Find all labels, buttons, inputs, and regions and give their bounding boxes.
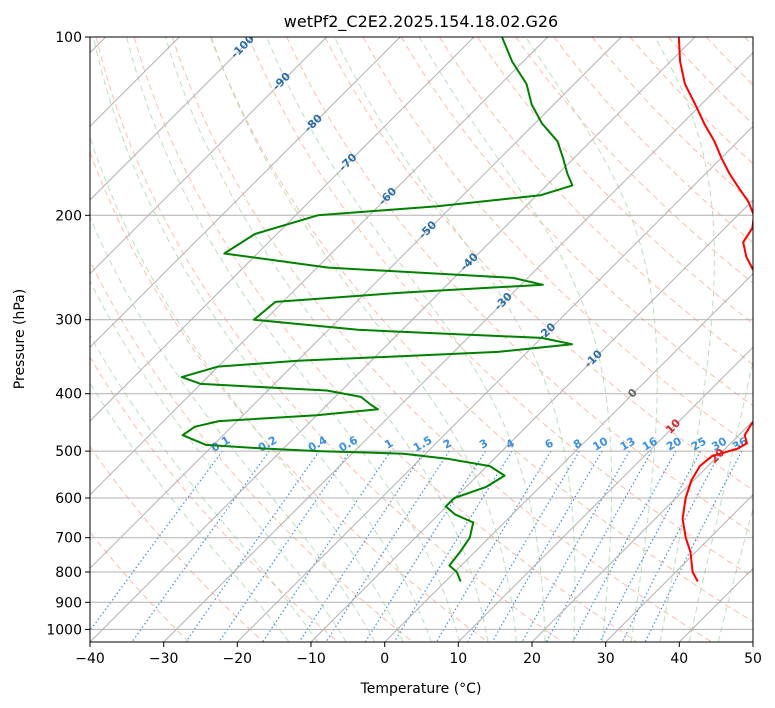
isotherm xyxy=(90,37,328,275)
isotherm xyxy=(310,199,753,642)
isotherm xyxy=(163,51,753,642)
mixing-ratio-line xyxy=(521,450,631,642)
y-tick-label: 400 xyxy=(55,387,82,403)
y-tick-label: 100 xyxy=(55,30,82,46)
moist-adiabat xyxy=(688,358,753,642)
x-tick-label: −30 xyxy=(149,651,179,667)
isotherm xyxy=(236,125,753,642)
plot-frame xyxy=(89,36,754,643)
x-tick-label: 50 xyxy=(744,651,762,667)
series-lines xyxy=(180,37,753,582)
y-tick-label: 800 xyxy=(55,565,82,581)
x-tick-label: −40 xyxy=(75,651,105,667)
isotherm xyxy=(605,493,753,642)
isotherm xyxy=(90,37,254,201)
dry-adiabat xyxy=(286,37,753,534)
moist-adiabat xyxy=(210,37,517,642)
dry-adiabat xyxy=(90,531,190,642)
mixing-ratio-line xyxy=(218,450,351,642)
dry-adiabat xyxy=(171,37,712,642)
x-tick-label: −10 xyxy=(296,651,326,667)
dry-adiabat xyxy=(210,37,753,623)
x-tick-label: 20 xyxy=(523,651,541,667)
y-tick-label: 600 xyxy=(55,491,82,507)
moist-adiabat xyxy=(334,37,576,642)
isotherms xyxy=(90,37,753,642)
mixing-ratio-line xyxy=(621,450,722,642)
moist-adiabat xyxy=(126,37,461,642)
moist-adiabat xyxy=(654,37,715,642)
x-tick-label: −20 xyxy=(223,651,253,667)
mixing-ratio-line xyxy=(572,450,677,642)
moist-adiabat xyxy=(90,334,319,642)
isotherm xyxy=(531,420,753,642)
isotherm xyxy=(457,346,753,642)
dry-adiabat xyxy=(400,37,753,407)
x-tick-label: 40 xyxy=(670,651,688,667)
moist-adiabat xyxy=(90,382,290,642)
plot-background xyxy=(90,37,753,642)
y-tick-label: 700 xyxy=(55,531,82,547)
isotherm xyxy=(90,37,549,496)
dry-adiabat xyxy=(248,37,753,578)
y-tick-label: 1000 xyxy=(46,622,82,638)
moist-adiabat xyxy=(90,135,404,642)
isotherm xyxy=(384,272,753,642)
dry-adiabat xyxy=(438,37,753,366)
mixing-ratio-line xyxy=(491,450,603,642)
moist-adiabat xyxy=(525,37,658,642)
y-axis-title: Pressure (hPa) xyxy=(12,289,28,389)
dry-adiabat xyxy=(90,445,264,642)
moist-adiabat xyxy=(92,37,432,642)
moist-adiabat xyxy=(418,37,613,642)
temperature-profile-line xyxy=(677,37,753,582)
dewpoint-profile-line xyxy=(180,37,574,582)
isotherm xyxy=(90,37,475,422)
isotherm xyxy=(90,37,401,349)
x-axis: −40 −30 −20 −10 0 10 20 30 40 50 xyxy=(75,642,762,667)
y-tick-label: 500 xyxy=(55,444,82,460)
moist-adiabat xyxy=(90,215,376,642)
mixing-ratio-line xyxy=(298,450,425,642)
chart-title: wetPf2_C2E2.2025.154.18.02.G26 xyxy=(284,12,558,32)
mixing-ratio-line xyxy=(262,450,392,642)
y-tick-label: 300 xyxy=(55,313,82,329)
isotherm xyxy=(90,37,696,642)
x-tick-label: 30 xyxy=(597,651,615,667)
dry-adiabats xyxy=(90,37,753,642)
dry-adiabat xyxy=(90,356,339,642)
pressure-gridlines xyxy=(90,37,753,630)
x-tick-label: 10 xyxy=(449,651,467,667)
x-axis-title: Temperature (°C) xyxy=(360,681,482,697)
mixing-ratio-line xyxy=(185,450,320,642)
mixing-ratio-line xyxy=(599,450,702,642)
mixing-ratio-line xyxy=(545,450,653,642)
dry-adiabat xyxy=(553,37,753,244)
isotherm xyxy=(90,37,622,570)
mixing-ratio-line xyxy=(644,450,743,642)
mixing-ratio-line xyxy=(90,450,223,632)
x-tick-label: 0 xyxy=(380,651,389,667)
dry-adiabat xyxy=(591,37,753,204)
plot-area: 0.1 0.2 0.4 0.6 1 1.5 2 3 4 6 8 10 13 16 20 25 30 36-100-… xyxy=(90,37,770,642)
dry-adiabat xyxy=(90,150,488,642)
y-tick-label: 900 xyxy=(55,595,82,611)
y-axis: 100 200 300 400 500 600 700 800 900 1000 xyxy=(46,30,90,638)
y-tick-label: 200 xyxy=(55,208,82,224)
moist-adiabat xyxy=(266,37,546,642)
dry-adiabat-label: 30 xyxy=(750,476,770,496)
moist-adiabat xyxy=(717,506,753,642)
moist-adiabat xyxy=(164,37,489,642)
